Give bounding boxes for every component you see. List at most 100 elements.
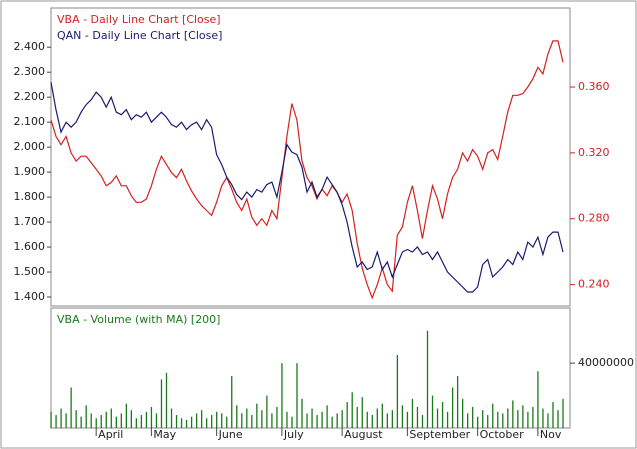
volume-bar <box>291 416 293 428</box>
volume-bar <box>311 408 313 428</box>
volume-bar <box>326 405 328 428</box>
volume-bar <box>130 410 133 428</box>
volume-bar <box>135 418 138 428</box>
volume-bar <box>271 413 273 428</box>
volume-bar <box>497 411 499 428</box>
volume-bar <box>55 415 57 428</box>
y2-tick-label: 40000000 <box>578 356 634 369</box>
volume-bar <box>461 398 464 428</box>
volume-bar <box>351 392 353 428</box>
volume-bar <box>180 418 183 428</box>
volume-bar <box>160 379 163 428</box>
volume-bar <box>456 376 459 428</box>
volume-bar <box>90 413 92 428</box>
volume-bar <box>95 418 97 428</box>
volume-bar <box>75 410 77 428</box>
volume-bar <box>512 400 514 428</box>
volume-bar <box>100 415 102 428</box>
y-tick-label: 1.600 <box>14 240 46 253</box>
x-tick-label: July <box>283 428 304 441</box>
volume-bar <box>562 398 564 428</box>
volume-bar <box>281 363 283 428</box>
volume-bar <box>301 398 303 428</box>
volume-bar <box>195 413 198 428</box>
volume-bar <box>482 410 484 428</box>
price-line <box>50 40 564 300</box>
volume-bar <box>477 416 479 428</box>
volume-bar <box>50 411 52 428</box>
volume-bar <box>170 408 173 428</box>
volume-bar <box>406 411 409 428</box>
y-tick-label: 1.700 <box>14 215 46 228</box>
x-tick-label: May <box>153 428 176 441</box>
volume-bar <box>552 402 554 428</box>
volume-bar <box>371 415 373 428</box>
volume-bar <box>185 419 188 428</box>
volume-bar <box>70 387 72 428</box>
volume-bar <box>467 413 469 428</box>
volume-bar <box>492 403 494 428</box>
volume-bar <box>366 411 368 428</box>
volume-bar <box>411 398 414 428</box>
volume-bar <box>446 411 449 428</box>
volume-bar <box>216 411 218 428</box>
volume-bar <box>205 418 208 428</box>
volume-bar <box>416 406 419 428</box>
volume-bar <box>331 416 333 428</box>
volume-bar <box>376 408 378 428</box>
volume-bar <box>356 406 358 428</box>
volume-bar <box>346 402 348 428</box>
y-tick-label: 2.200 <box>14 90 46 103</box>
price-panel <box>50 7 571 307</box>
y2-tick-label: 0.280 <box>578 212 610 225</box>
volume-bar <box>532 406 534 428</box>
y2-tick-label: 0.320 <box>578 146 610 159</box>
legend-entry: VBA - Daily Line Chart [Close] <box>57 13 221 26</box>
volume-bar <box>155 413 158 428</box>
volume-bar <box>256 403 258 428</box>
volume-bar <box>65 413 67 428</box>
y2-tick-label: 0.240 <box>578 278 610 291</box>
x-tick-label: August <box>344 428 383 441</box>
volume-bar <box>547 413 549 428</box>
volume-bar <box>115 416 117 428</box>
volume-bar <box>145 411 148 428</box>
volume-bar <box>401 405 404 428</box>
volume-bar <box>251 415 253 428</box>
y-tick-label: 2.000 <box>14 140 46 153</box>
volume-bar <box>472 406 474 428</box>
volume-bar <box>231 376 233 428</box>
volume-bar <box>175 415 178 428</box>
volume-bar <box>507 408 509 428</box>
volume-bar <box>542 408 544 428</box>
y-tick-label: 1.800 <box>14 190 46 203</box>
volume-bar <box>150 406 153 428</box>
y-tick-label: 1.500 <box>14 265 46 278</box>
volume-bar <box>60 408 62 428</box>
x-tick-label: June <box>218 428 243 441</box>
volume-bar <box>386 413 388 428</box>
volume-bar <box>522 405 524 428</box>
volume-bar <box>110 408 112 428</box>
volume-bar <box>341 410 343 428</box>
volume-bar <box>125 403 127 428</box>
legend-entry: VBA - Volume (with MA) [200] <box>57 313 220 326</box>
volume-bar <box>241 413 243 428</box>
volume-bar <box>336 413 338 428</box>
volume-bar <box>321 411 323 428</box>
legend-entry: QAN - Daily Line Chart [Close] <box>57 29 222 42</box>
volume-bar <box>286 411 288 428</box>
y2-tick-label: 0.360 <box>578 80 610 93</box>
volume-panel <box>50 307 571 429</box>
x-tick-label: September <box>409 428 470 441</box>
x-tick-label: October <box>480 428 524 441</box>
volume-bar <box>221 413 223 428</box>
x-tick-label: April <box>98 428 123 441</box>
price-line <box>50 82 564 293</box>
volume-bar <box>396 355 399 428</box>
y-tick-label: 2.100 <box>14 115 46 128</box>
volume-bar <box>211 415 213 428</box>
volume-bar <box>431 395 434 428</box>
volume-bar <box>487 415 489 428</box>
